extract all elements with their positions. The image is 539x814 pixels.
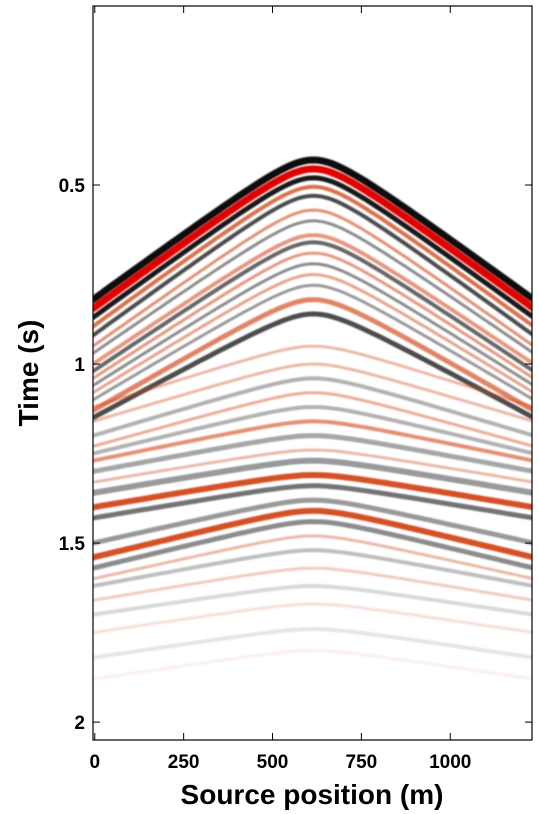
reflection-event-24 — [93, 457, 532, 496]
reflection-event-2 — [93, 165, 532, 313]
reflection-event-13 — [93, 283, 532, 402]
reflection-event-29 — [93, 519, 532, 571]
reflection-event-23 — [93, 448, 532, 484]
x-tick-label: 750 — [346, 752, 378, 773]
x-axis: 0 250 500 750 1000 — [89, 6, 471, 773]
y-axis-title: Time (s) — [13, 320, 44, 427]
reflection-event-21 — [93, 419, 532, 463]
reflection-event-34 — [93, 602, 532, 635]
reflection-event-10 — [93, 251, 532, 380]
reflection-event-33 — [93, 583, 532, 617]
reflection-event-35 — [93, 627, 532, 660]
x-tick-label: 250 — [168, 752, 200, 773]
reflection-event-25 — [93, 471, 532, 511]
y-tick-label: 2 — [74, 713, 85, 734]
reflection-event-26 — [93, 483, 532, 521]
y-tick-label: 1 — [74, 355, 85, 376]
reflection-event-32 — [93, 566, 532, 602]
reflection-event-7 — [93, 219, 532, 355]
reflection-event-19 — [93, 391, 532, 448]
reflection-event-16 — [93, 344, 532, 409]
x-tick-label: 500 — [257, 752, 289, 773]
reflection-event-36 — [93, 649, 532, 681]
reflection-event-14 — [93, 297, 532, 414]
y-axis: 0.5 1 1.5 2 — [59, 176, 532, 734]
reflection-event-17 — [93, 362, 532, 423]
reflection-event-30 — [93, 534, 532, 581]
plot-frame — [92, 5, 533, 741]
y-tick-label: 0.5 — [59, 176, 86, 197]
reflection-event-12 — [93, 272, 532, 395]
x-tick-label: 0 — [89, 752, 100, 773]
reflection-event-31 — [93, 548, 532, 588]
x-tick-label: 1000 — [429, 752, 471, 773]
reflection-event-15 — [93, 311, 532, 421]
y-tick-label: 1.5 — [59, 534, 86, 555]
reflection-event-22 — [93, 433, 532, 474]
reflection-event-4 — [93, 184, 532, 329]
reflection-events — [93, 156, 532, 681]
reflection-event-20 — [93, 404, 532, 456]
reflection-event-5 — [93, 193, 532, 338]
reflection-event-28 — [93, 507, 532, 561]
x-axis-title: Source position (m) — [181, 779, 444, 810]
reflection-event-3 — [93, 175, 532, 320]
reflection-event-11 — [93, 262, 532, 387]
reflection-event-6 — [93, 208, 532, 348]
reflection-event-27 — [93, 497, 532, 546]
reflection-event-1 — [93, 156, 532, 304]
plot-background — [93, 6, 532, 740]
reflection-event-9 — [93, 240, 532, 374]
reflection-event-18 — [93, 376, 532, 438]
reflection-event-8 — [93, 233, 532, 366]
